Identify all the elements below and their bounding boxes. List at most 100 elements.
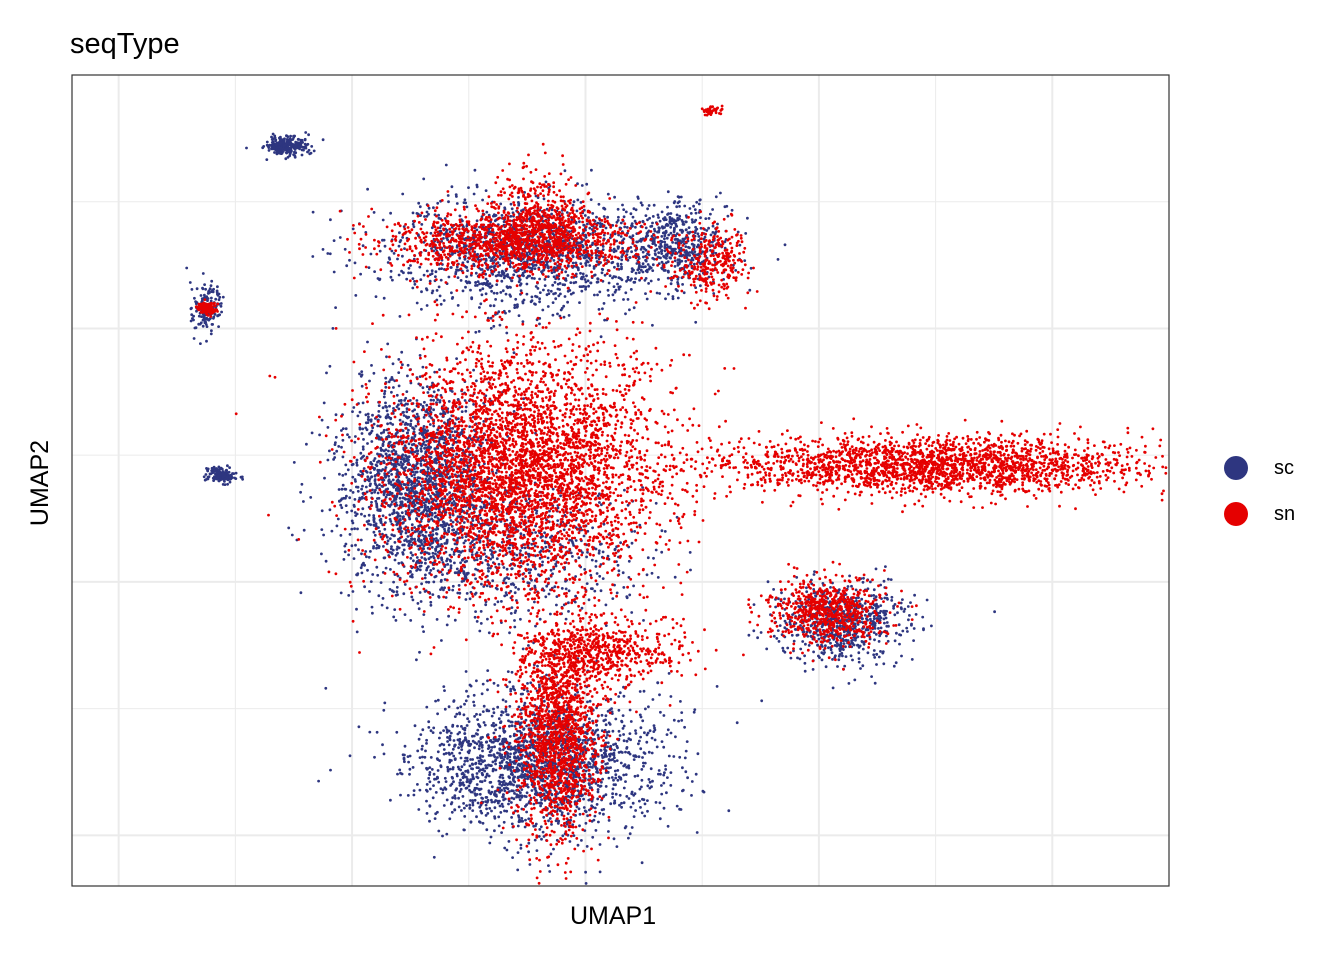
data-point xyxy=(692,262,696,266)
data-point xyxy=(468,597,472,601)
data-point xyxy=(372,211,376,214)
data-point xyxy=(220,310,224,314)
data-point xyxy=(616,264,620,268)
data-point xyxy=(271,132,275,136)
data-point xyxy=(322,401,326,405)
data-point xyxy=(614,275,617,279)
data-point xyxy=(406,455,410,459)
data-point xyxy=(398,463,401,467)
data-point xyxy=(339,534,343,537)
data-point xyxy=(390,462,394,466)
data-point xyxy=(646,556,650,560)
data-point xyxy=(539,549,543,553)
data-point xyxy=(435,618,439,621)
data-point xyxy=(534,194,538,198)
data-point xyxy=(498,323,502,327)
data-point xyxy=(619,277,622,280)
data-point xyxy=(489,265,493,269)
data-point xyxy=(352,503,356,507)
data-point xyxy=(435,532,438,535)
data-point xyxy=(340,506,344,510)
data-point xyxy=(585,555,588,559)
data-point xyxy=(676,296,680,300)
data-point xyxy=(694,211,698,215)
data-point xyxy=(373,457,377,460)
data-point xyxy=(355,607,358,611)
data-point xyxy=(517,196,520,199)
data-point xyxy=(369,482,372,486)
data-point xyxy=(555,603,558,607)
data-point xyxy=(361,484,364,488)
data-point xyxy=(670,217,673,221)
data-point xyxy=(682,223,686,226)
data-point xyxy=(560,268,564,272)
data-point xyxy=(375,464,379,468)
data-point xyxy=(427,492,430,496)
data-point xyxy=(367,479,371,483)
data-point xyxy=(341,483,345,487)
data-point xyxy=(434,537,438,540)
data-point xyxy=(641,262,645,266)
data-point xyxy=(494,471,498,475)
data-point xyxy=(433,458,436,461)
data-point xyxy=(229,473,233,477)
data-point xyxy=(451,584,455,588)
data-point xyxy=(645,297,649,301)
data-point xyxy=(397,358,401,361)
data-point xyxy=(428,423,432,426)
data-point xyxy=(639,201,643,205)
data-point xyxy=(543,284,547,287)
data-point xyxy=(195,287,199,291)
data-point xyxy=(491,579,495,583)
data-point xyxy=(698,198,702,202)
data-point xyxy=(392,386,395,389)
data-point xyxy=(485,210,489,214)
data-point xyxy=(217,325,221,328)
data-point xyxy=(353,498,357,501)
data-point xyxy=(466,269,469,272)
data-point xyxy=(441,573,444,576)
data-point xyxy=(575,209,579,213)
data-point xyxy=(477,330,481,333)
data-point xyxy=(363,585,366,589)
data-point xyxy=(660,529,664,533)
data-point xyxy=(484,283,488,287)
data-point xyxy=(390,376,394,379)
data-point xyxy=(421,386,425,390)
data-point xyxy=(410,523,414,527)
data-point xyxy=(612,285,616,288)
data-point xyxy=(209,299,213,303)
data-point xyxy=(482,505,486,509)
data-point xyxy=(385,409,389,413)
data-point xyxy=(576,198,580,202)
data-point xyxy=(201,287,205,291)
data-point xyxy=(303,138,307,142)
data-point xyxy=(404,531,408,535)
data-point xyxy=(513,306,517,309)
data-point xyxy=(377,526,380,529)
data-point xyxy=(225,477,229,481)
data-point xyxy=(424,477,428,481)
data-point xyxy=(410,537,413,541)
data-point xyxy=(673,265,677,268)
data-point xyxy=(637,271,641,274)
data-point xyxy=(375,503,379,507)
data-point xyxy=(422,273,426,277)
data-point xyxy=(358,372,361,376)
data-point xyxy=(201,318,205,322)
data-point xyxy=(418,591,422,594)
data-point xyxy=(384,401,387,405)
data-point xyxy=(648,216,651,220)
data-point xyxy=(442,299,446,302)
data-point xyxy=(628,593,632,597)
data-point xyxy=(382,238,386,242)
data-point xyxy=(195,301,199,304)
data-point xyxy=(443,527,446,531)
data-point xyxy=(451,588,455,592)
data-point xyxy=(472,192,476,196)
data-point xyxy=(309,496,313,499)
data-point xyxy=(360,432,364,435)
data-point xyxy=(384,376,388,380)
data-point xyxy=(692,245,696,249)
data-point xyxy=(438,399,442,402)
